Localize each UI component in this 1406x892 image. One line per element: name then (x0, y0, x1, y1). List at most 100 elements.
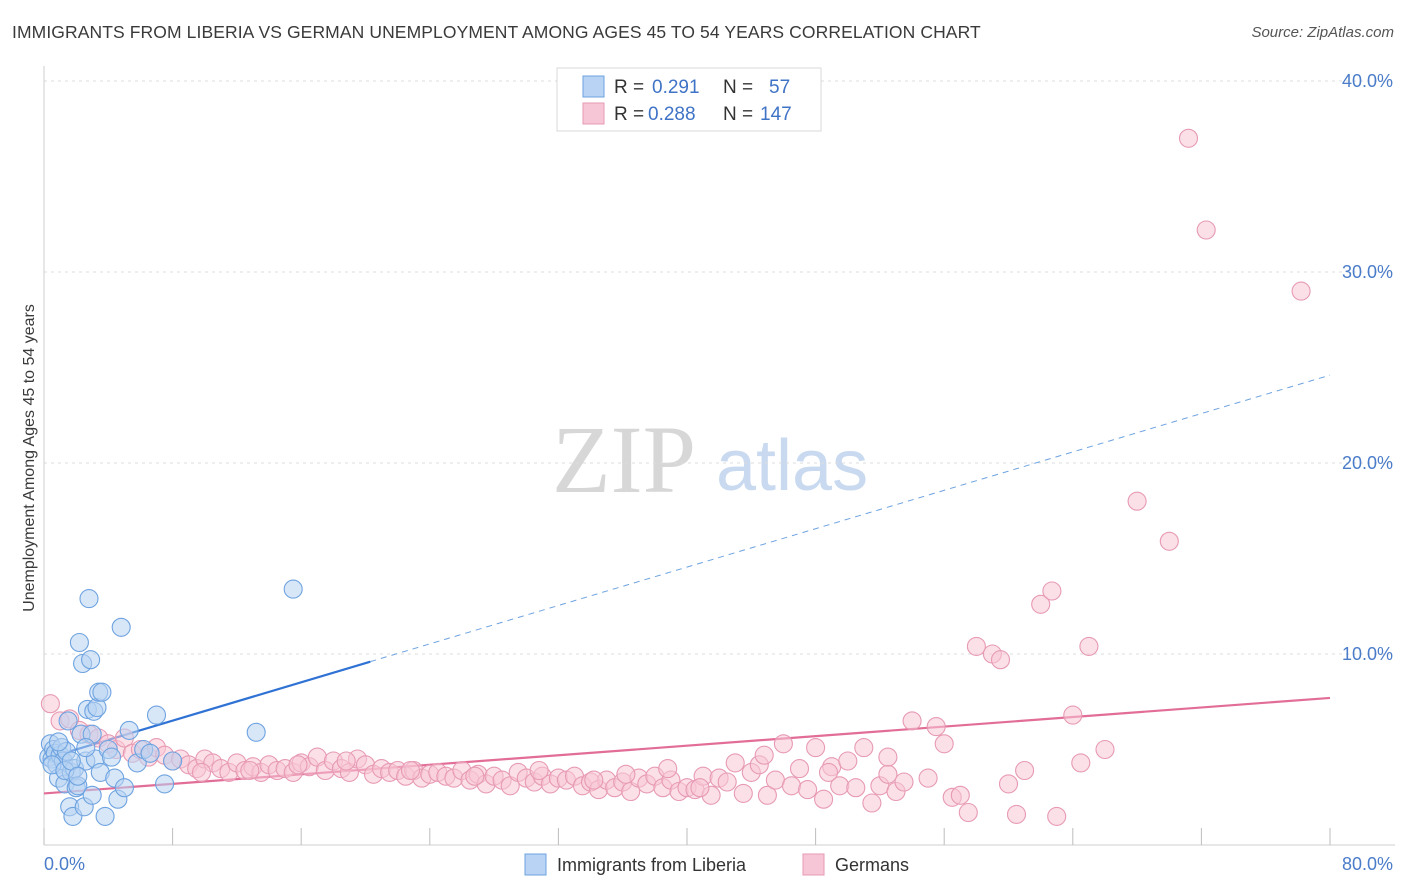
chart-title: IMMIGRANTS FROM LIBERIA VS GERMAN UNEMPL… (12, 22, 981, 42)
point-germans (1196, 220, 1216, 240)
point-germans (658, 759, 678, 779)
point-germans (690, 778, 710, 798)
point-germans (717, 772, 737, 792)
y-tick-label-20: 20.0% (1342, 453, 1393, 473)
point-liberia (76, 738, 96, 758)
point-germans (1079, 636, 1099, 656)
trendline-liberia-extrapolated (370, 374, 1331, 663)
axes (43, 66, 1395, 846)
point-germans (958, 802, 978, 823)
y-tick-labels: 10.0% 20.0% 30.0% 40.0% (1342, 71, 1393, 664)
y-tick-label-10: 10.0% (1342, 644, 1393, 664)
point-germans (1063, 705, 1083, 725)
point-germans (336, 751, 356, 771)
point-germans (240, 760, 260, 781)
point-germans (846, 778, 866, 798)
y-axis-label: Unemployment Among Ages 45 to 54 years (21, 304, 38, 612)
point-germans (1015, 760, 1035, 781)
point-liberia (146, 705, 167, 725)
x-tick-label-max: 80.0% (1342, 854, 1393, 874)
point-germans (814, 789, 834, 809)
point-liberia (69, 632, 89, 653)
point-germans (1071, 753, 1091, 773)
point-germans (765, 770, 785, 790)
point-germans (616, 764, 636, 784)
point-germans (773, 734, 793, 754)
bottom-legend-swatch-germans (802, 853, 825, 876)
point-germans (757, 785, 777, 805)
legend: R = 0.291 N = 57 R = 0.288 N = 147 (556, 67, 822, 132)
point-germans (1095, 739, 1115, 760)
point-liberia (79, 589, 99, 609)
point-germans (894, 772, 914, 792)
point-germans (191, 762, 212, 782)
point-germans (1031, 594, 1051, 614)
point-germans (1042, 581, 1062, 601)
legend-n-label-2: N = (723, 104, 753, 125)
point-germans (1006, 804, 1027, 824)
bottom-legend: Immigrants from Liberia Germans (524, 853, 909, 876)
bottom-legend-label-liberia: Immigrants from Liberia (557, 855, 747, 875)
point-germans (1178, 128, 1199, 148)
point-liberia (92, 682, 112, 702)
point-germans (854, 738, 874, 758)
point-liberia (58, 711, 78, 731)
point-germans (862, 793, 882, 813)
point-liberia (155, 774, 175, 794)
point-germans (400, 760, 421, 781)
point-germans (584, 770, 604, 790)
point-germans (934, 734, 954, 754)
legend-n-label-1: N = (723, 77, 753, 98)
watermark-zip: ZIP (552, 406, 696, 513)
point-germans (966, 636, 986, 656)
point-liberia (95, 806, 115, 826)
point-germans (754, 745, 774, 765)
watermark-atlas: atlas (716, 426, 868, 506)
data-points (39, 128, 1311, 826)
gridlines (44, 80, 1395, 655)
point-germans (818, 762, 839, 782)
x-tick-labels: 0.0% 80.0% (44, 854, 1393, 874)
point-germans (465, 766, 485, 786)
legend-r-label-1: R = (614, 77, 644, 98)
legend-n-value-1: 57 (769, 77, 790, 98)
point-liberia (119, 720, 139, 740)
legend-r-value-2: 0.288 (648, 104, 696, 125)
point-liberia (48, 732, 69, 752)
point-germans (838, 751, 858, 771)
y-tick-label-40: 40.0% (1342, 71, 1393, 91)
point-germans (733, 783, 753, 803)
point-germans (926, 717, 946, 737)
source-credit: Source: ZipAtlas.com (1251, 24, 1394, 41)
point-liberia (82, 785, 102, 805)
point-germans (781, 776, 802, 796)
point-germans (288, 755, 308, 775)
y-tick-label-30: 30.0% (1342, 262, 1393, 282)
point-germans (806, 738, 826, 758)
point-liberia (246, 722, 266, 742)
point-liberia (140, 743, 160, 763)
point-liberia (283, 579, 303, 599)
bottom-legend-label-germans: Germans (835, 855, 909, 875)
legend-r-value-1: 0.291 (652, 77, 700, 98)
legend-swatch-liberia (582, 75, 605, 98)
point-germans (918, 768, 938, 788)
point-germans (1291, 281, 1311, 301)
point-germans (1159, 531, 1179, 551)
point-germans (990, 650, 1011, 670)
point-liberia (101, 747, 122, 767)
point-germans (789, 759, 810, 779)
point-germans (798, 780, 818, 800)
point-liberia (114, 778, 134, 798)
point-liberia (111, 617, 131, 637)
point-liberia (68, 766, 88, 786)
point-liberia (163, 751, 183, 771)
point-germans (1047, 806, 1067, 826)
point-germans (1127, 491, 1147, 511)
point-liberia (81, 650, 101, 670)
legend-swatch-germans (582, 102, 605, 125)
point-germans (725, 753, 745, 773)
point-germans (950, 785, 970, 805)
bottom-legend-swatch-liberia (524, 853, 547, 876)
point-germans (878, 764, 898, 784)
